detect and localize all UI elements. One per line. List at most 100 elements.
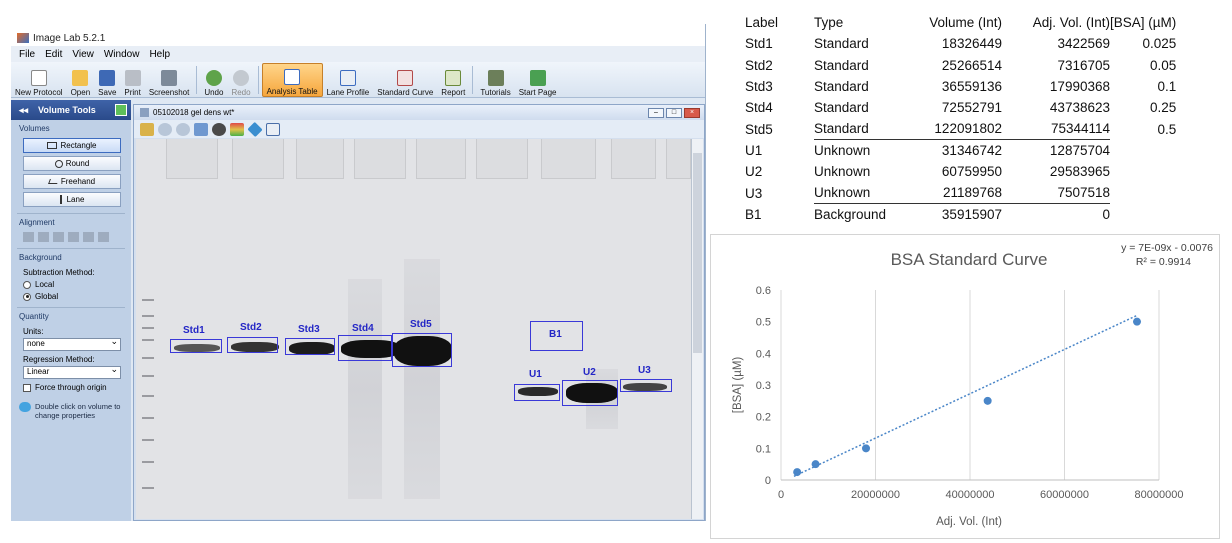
cell-adj-volume: 29583965 [1049,164,1110,180]
volume-box-std4[interactable] [338,335,392,361]
cell-label: Std5 [745,121,773,137]
cell-adj-volume: 3422569 [1057,36,1110,52]
collapse-panel-button[interactable]: ◂◂ [19,104,29,115]
subtraction-method-label: Subtraction Method: [23,268,95,277]
zoom-out-icon[interactable] [176,122,190,136]
app-logo-icon [17,33,29,43]
subtraction-local-radio[interactable]: Local [11,277,131,289]
scrollbar-thumb[interactable] [693,153,702,353]
volume-box-std5[interactable] [392,333,452,367]
volume-box-u2[interactable] [562,380,618,406]
cell-volume: 35915907 [941,207,1002,223]
menu-edit[interactable]: Edit [45,48,63,60]
restore-button[interactable]: □ [666,107,682,118]
volume-label-b1: B1 [549,329,562,340]
menu-help[interactable]: Help [149,48,171,60]
table-icon [284,69,301,85]
cell-label: Std3 [745,79,773,95]
gel-well [541,139,596,179]
gel-well [232,139,284,179]
volumes-section-label: Volumes [19,124,50,133]
report-button[interactable]: Report [437,63,469,97]
table-row: U3 Unknown 21189768 7507518 [745,182,1178,205]
lane-profile-icon [339,70,356,86]
gel-image[interactable]: Std1 Std2 Std3 Std4 Std5 B1 U1 U2 U3 [136,139,691,519]
volume-box-u3[interactable] [620,379,672,392]
cell-volume: 122091802 [904,118,1002,141]
save-button[interactable]: Save [94,63,120,97]
align-middle-icon[interactable] [83,232,94,242]
new-protocol-button[interactable]: New Protocol [11,63,67,97]
start-page-button[interactable]: Start Page [515,63,561,97]
gel-band [566,383,618,403]
image-lab-window: Image Lab 5.2.1 File Edit View Window He… [11,24,706,521]
go-icon[interactable] [115,104,127,116]
menu-file[interactable]: File [19,48,36,60]
y-tick-label: 0.6 [756,285,771,297]
contrast-icon[interactable] [212,122,226,136]
x-tick-label: 40000000 [946,489,995,501]
volume-box-std2[interactable] [227,337,278,353]
lane-profile-button[interactable]: Lane Profile [323,63,374,97]
minimize-button[interactable]: – [648,107,664,118]
volume-box-b1[interactable] [530,321,583,351]
align-bottom-icon[interactable] [98,232,109,242]
cell-bsa: 0.05 [1150,57,1177,73]
align-top-icon[interactable] [68,232,79,242]
panel-title: Volume Tools [38,105,96,115]
rectangle-volume-button[interactable]: Rectangle [23,138,121,153]
zoom-in-icon[interactable] [158,122,172,136]
cell-volume: 21189768 [904,182,1002,205]
align-left-icon[interactable] [23,232,34,242]
start-page-icon [529,70,546,86]
cell-volume: 25266514 [941,57,1002,73]
panel-header: ◂◂ Volume Tools [11,100,131,120]
cell-adj-volume: 7316705 [1057,57,1110,73]
round-volume-button[interactable]: Round [23,156,121,171]
fit-to-view-icon[interactable] [194,122,208,136]
force-through-origin-checkbox[interactable]: Force through origin [11,379,131,392]
image-transform-icon[interactable] [247,121,263,137]
round-icon [54,159,63,168]
ladder-band [142,357,154,359]
volume-box-std1[interactable] [170,339,222,353]
align-right-icon[interactable] [53,232,64,242]
table-row: Std5 Standard 122091802 75344114 0.5 [745,118,1178,141]
menu-window[interactable]: Window [103,48,140,60]
menu-view[interactable]: View [72,48,94,60]
regression-method-select[interactable]: Linear [23,364,121,379]
toolbar-separator [196,66,198,94]
tutorials-button[interactable]: Tutorials [476,63,514,97]
freehand-icon [47,179,59,184]
color-map-icon[interactable] [230,122,244,136]
chart-title: BSA Standard Curve [891,250,1048,269]
close-button[interactable]: × [684,107,700,118]
ladder-band [142,339,154,341]
save-icon [99,70,116,86]
trendline-equation: y = 7E-09x - 0.0076 [1121,242,1213,254]
units-select[interactable]: none [23,336,121,351]
standard-curve-button[interactable]: Standard Curve [373,63,437,97]
print-button[interactable]: Print [120,63,144,97]
lane-volume-button[interactable]: Lane [23,192,121,207]
redo-button[interactable]: Redo [227,63,254,97]
subtraction-global-radio[interactable]: Global [11,289,131,301]
image-info-icon[interactable] [266,122,280,136]
gel-band [623,383,667,391]
analysis-table-button[interactable]: Analysis Table [261,63,323,97]
align-center-icon[interactable] [38,232,49,242]
data-point [1133,317,1142,326]
open-button[interactable]: Open [67,63,95,97]
undo-button[interactable]: Undo [200,63,227,97]
cell-type: Standard [814,79,869,95]
ladder-band [142,315,154,317]
y-tick-label: 0.2 [756,412,771,424]
panel-hint: Double click on volume to change propert… [11,392,131,420]
vertical-scrollbar[interactable] [691,139,703,519]
volume-box-u1[interactable] [514,384,560,401]
freehand-volume-button[interactable]: Freehand [23,174,121,189]
volume-label-std4: Std4 [352,323,374,334]
image-tools-icon[interactable] [140,122,154,136]
volume-box-std3[interactable] [285,338,335,355]
screenshot-button[interactable]: Screenshot [145,63,193,97]
